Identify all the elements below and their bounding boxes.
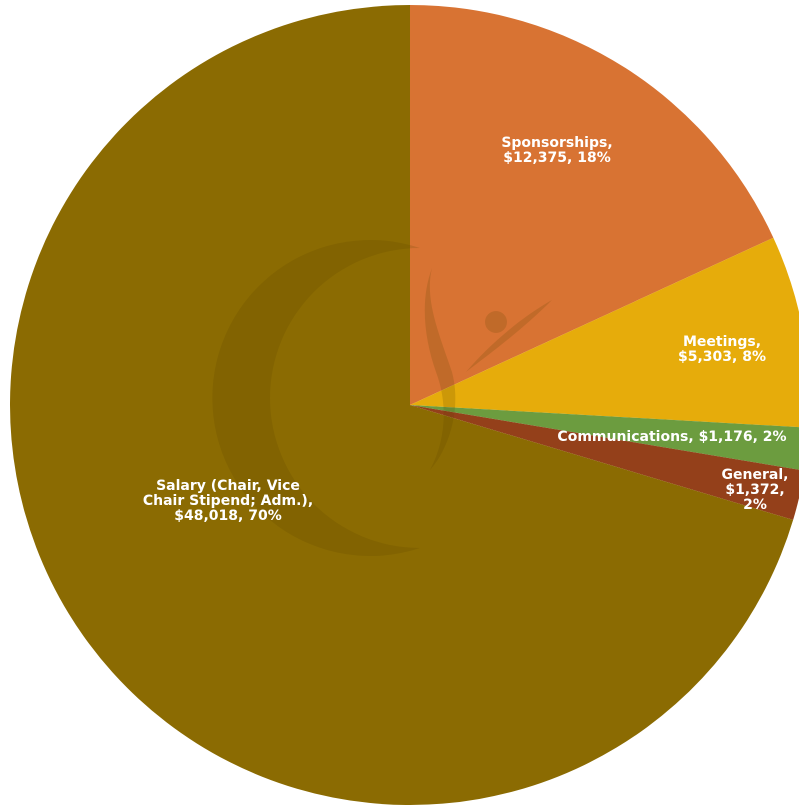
slice-label-line: Salary (Chair, Vice: [156, 478, 300, 494]
pie-slice-salary: [9, 5, 794, 805]
pie-slice-sponsorships: [410, 5, 774, 405]
pie-slice-general: [410, 405, 799, 520]
slice-label-line: $12,375, 18%: [503, 150, 610, 166]
slice-label-line: Chair Stipend; Adm.),: [143, 493, 313, 509]
slice-label-line: Meetings,: [683, 334, 761, 350]
slice-label-line: Communications, $1,176, 2%: [557, 429, 786, 445]
slice-label-line: 2%: [743, 497, 767, 513]
pie-slice-communications: [410, 405, 799, 470]
slice-label-general: General, $1,372, 2%: [722, 467, 789, 513]
slice-label-line: $1,372,: [725, 482, 784, 498]
slice-label-line: General,: [722, 467, 789, 483]
pie-labels: Sponsorships, $12,375, 18% Meetings, $5,303…: [143, 135, 789, 524]
watermark-logo: [212, 240, 552, 557]
slice-label-salary: Salary (Chair, Vice Chair Stipend; Adm.),…: [143, 478, 313, 524]
pie-slices: [9, 5, 799, 805]
slice-label-line: Sponsorships,: [501, 135, 612, 151]
slice-label-meetings: Meetings, $5,303, 8%: [678, 334, 766, 365]
slice-label-sponsorships: Sponsorships, $12,375, 18%: [501, 135, 612, 166]
slice-label-line: $48,018, 70%: [174, 508, 281, 524]
pie-slice-meetings: [410, 237, 799, 428]
slice-label-line: $5,303, 8%: [678, 349, 766, 365]
slice-label-communications: Communications, $1,176, 2%: [557, 429, 786, 445]
